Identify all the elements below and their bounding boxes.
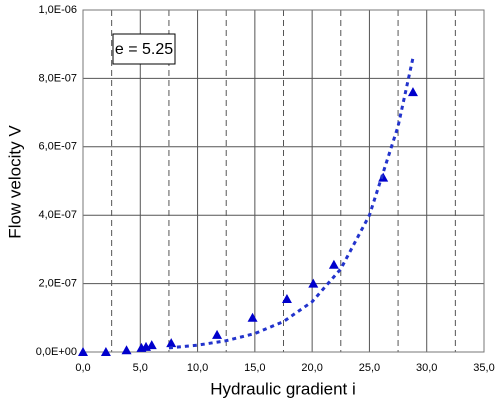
plot-frame	[82, 9, 485, 353]
x-tick-label: 0,0	[75, 362, 90, 374]
data-point	[308, 278, 319, 288]
data-point	[281, 293, 292, 303]
x-tick-label: 30,0	[416, 362, 437, 374]
data-point	[78, 347, 88, 356]
x-tick-label: 35,0	[473, 362, 494, 374]
y-tick-label: 4,0E-07	[38, 209, 77, 221]
data-point	[328, 259, 339, 269]
annotation: e = 5.25	[115, 41, 173, 58]
data-point	[247, 312, 258, 322]
y-axis-label: Flow velocity V	[5, 125, 24, 239]
x-tick-label: 10,0	[187, 362, 208, 374]
y-tick-label: 8,0E-07	[38, 72, 77, 84]
data-point	[100, 347, 111, 356]
y-tick-label: 1,0E-06	[38, 4, 77, 16]
data-point	[121, 345, 132, 355]
x-tick-label: 25,0	[359, 362, 380, 374]
data-point	[407, 87, 418, 97]
y-tick-label: 2,0E-07	[38, 278, 77, 290]
data-point	[166, 338, 177, 348]
data-point	[212, 329, 223, 339]
y-tick-label: 6,0E-07	[38, 141, 77, 153]
trend-line	[168, 57, 415, 350]
x-tick-label: 5,0	[133, 362, 148, 374]
x-axis-label: Hydraulic gradient i	[210, 379, 356, 398]
x-tick-label: 15,0	[244, 362, 265, 374]
data-point	[146, 340, 157, 350]
annotation-box	[112, 33, 176, 65]
x-tick-label: 20,0	[301, 362, 322, 374]
y-tick-label: 0,0E+00	[36, 346, 77, 358]
